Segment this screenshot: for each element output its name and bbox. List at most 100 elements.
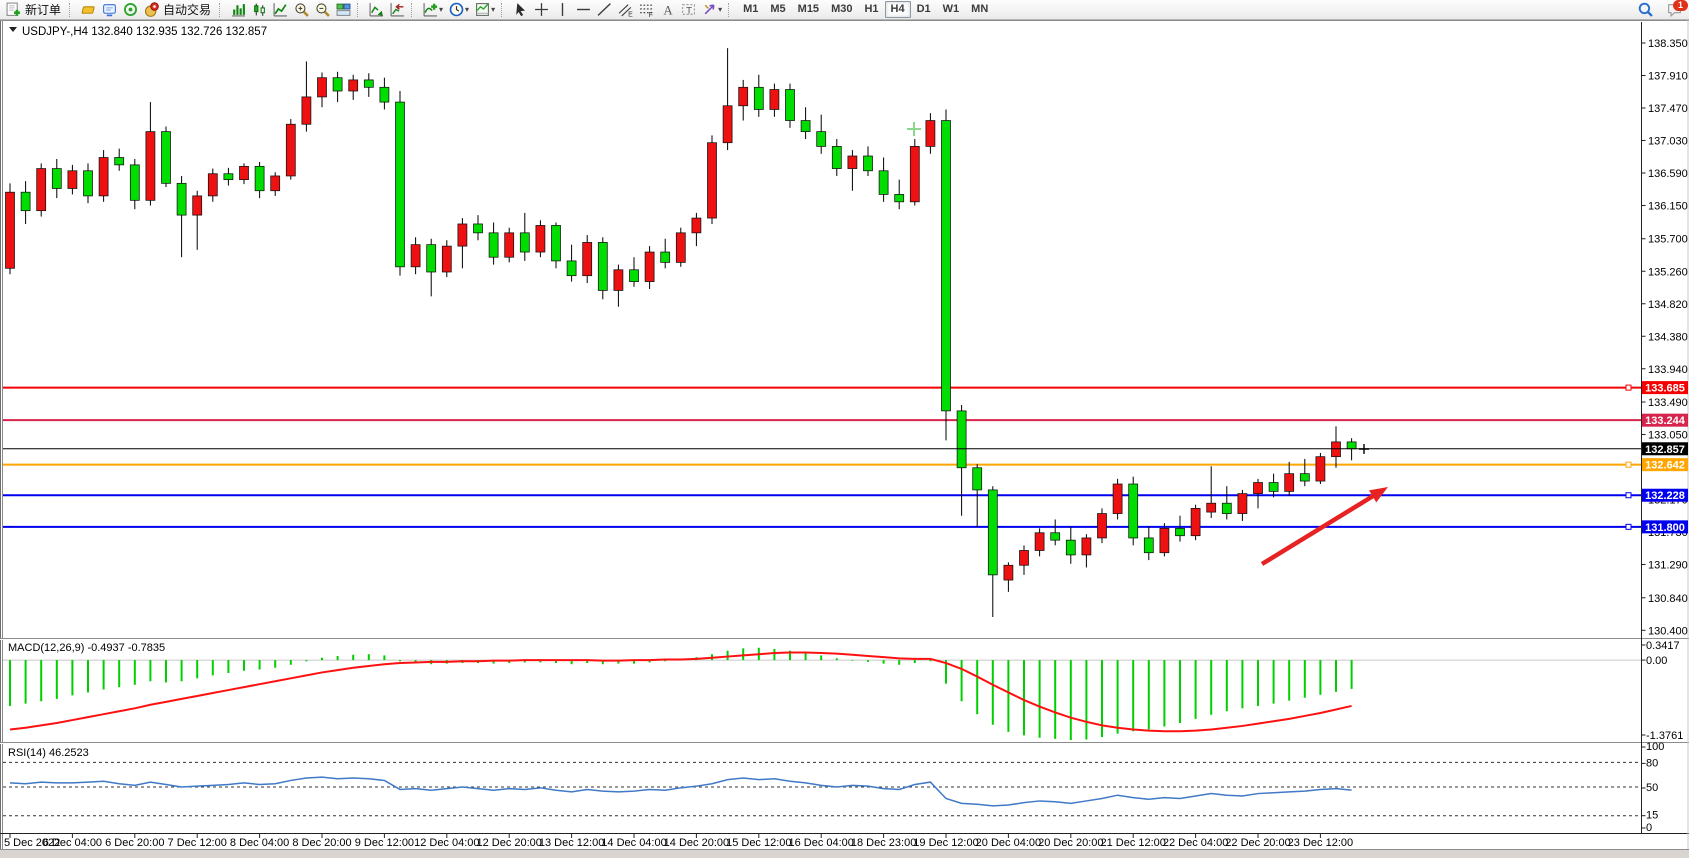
line-handle[interactable]	[1625, 461, 1632, 468]
time-tick-label: 12 Dec 20:00	[476, 837, 541, 849]
indicators-icon[interactable]	[420, 1, 441, 18]
candle	[1221, 486, 1232, 520]
candle	[441, 240, 452, 278]
new-order-label[interactable]: 新订单	[25, 3, 62, 17]
crosshair-icon[interactable]	[531, 1, 552, 18]
candle	[1237, 489, 1248, 521]
chevron-down-icon[interactable]: ▾	[718, 5, 723, 14]
candle	[192, 190, 203, 250]
candle-body	[863, 155, 873, 172]
price-tick-label: 134.820	[1648, 299, 1688, 311]
arrows-icon[interactable]	[699, 1, 720, 18]
candle	[161, 126, 171, 188]
price-line-132.228[interactable]	[3, 492, 1642, 499]
candle	[348, 74, 359, 100]
timeframe-button-m15[interactable]: M15	[797, 3, 820, 15]
green-cross-marker[interactable]	[907, 122, 921, 136]
timeframe-button-h4[interactable]: H4	[884, 1, 911, 18]
symbol-title[interactable]: USDJPY-,H4 132.840 132.935 132.726 132.8…	[9, 26, 267, 38]
search-icon[interactable]	[1635, 1, 1656, 18]
candle-body	[83, 170, 93, 197]
price-line-133.685[interactable]	[3, 384, 1642, 391]
line-chart-icon[interactable]	[270, 1, 291, 18]
toolbar-right-group: 1	[1635, 0, 1688, 19]
time-tick-label: 8 Dec 20:00	[292, 837, 351, 849]
candle	[473, 215, 483, 241]
tile-windows-icon[interactable]	[333, 1, 354, 18]
candle-body	[582, 242, 593, 277]
price-line-132.642[interactable]	[3, 461, 1642, 468]
candle	[488, 222, 499, 265]
text-label-icon[interactable]: T	[678, 1, 699, 18]
trendline-icon[interactable]	[594, 1, 615, 18]
chevron-down-icon[interactable]: ▾	[465, 5, 470, 14]
candle-body	[1206, 502, 1217, 513]
cursor-icon[interactable]	[510, 1, 531, 18]
rsi-line	[9, 776, 1352, 807]
vertical-line-icon[interactable]	[552, 1, 573, 18]
zoom-in-icon[interactable]	[291, 1, 312, 18]
timeframe-button-m30[interactable]: M30	[831, 3, 853, 15]
candle-body	[114, 157, 125, 166]
text-icon[interactable]: A	[657, 1, 678, 18]
candle-body	[176, 182, 187, 216]
line-handle[interactable]	[1625, 492, 1632, 499]
chart-area[interactable]: 138.350 137.910 137.470 137.030 136.590 136.1…	[0, 19, 1689, 858]
axis-price-label: 131.800	[1642, 520, 1688, 534]
line-handle[interactable]	[1625, 384, 1632, 391]
time-tick-label: 8 Dec 04:00	[230, 837, 289, 849]
macd-pane	[3, 647, 1642, 741]
channel-icon[interactable]: E	[615, 1, 636, 18]
new-order-icon[interactable]	[3, 1, 24, 18]
time-tick-label: 9 Dec 12:00	[355, 837, 414, 849]
price-tick-label: 136.590	[1648, 168, 1688, 180]
candle	[956, 404, 967, 516]
candle	[395, 90, 405, 276]
time-tick-label: 18 Dec 23:00	[851, 837, 916, 849]
candle-body	[1019, 550, 1029, 566]
zoom-out-icon[interactable]	[312, 1, 333, 18]
timeframe-button-w1[interactable]: W1	[942, 3, 960, 15]
fibonacci-icon[interactable]: F	[636, 1, 657, 18]
signals-icon[interactable]	[120, 1, 141, 18]
svg-text:132.857: 132.857	[1645, 444, 1685, 456]
chevron-down-icon[interactable]: ▾	[439, 5, 444, 14]
templates-icon[interactable]	[472, 1, 493, 18]
price-tick-label: 130.840	[1648, 593, 1688, 605]
bar-chart-icon[interactable]	[228, 1, 249, 18]
candle-body	[1003, 564, 1014, 581]
timeframe-button-m1[interactable]: M1	[743, 3, 759, 15]
autotrade-label[interactable]: 自动交易	[163, 3, 212, 17]
chevron-down-icon[interactable]: ▾	[491, 5, 496, 14]
candle	[270, 172, 281, 196]
candle-body	[457, 223, 468, 247]
candle	[566, 244, 577, 282]
horizontal-line-icon[interactable]	[573, 1, 594, 18]
notifications-button[interactable]: 1	[1664, 0, 1688, 18]
market-watch-icon[interactable]	[99, 1, 120, 18]
trend-arrow-annotation[interactable]	[1260, 487, 1388, 566]
candle-body	[753, 86, 764, 110]
axis-price-label: 132.642	[1642, 458, 1688, 472]
candle-body	[20, 191, 31, 212]
candle-body	[1050, 532, 1061, 541]
candle	[800, 107, 811, 140]
candlestick-chart-icon[interactable]	[249, 1, 270, 18]
charts-shelf-icon[interactable]	[78, 1, 99, 18]
price-tick-label: 138.350	[1648, 38, 1688, 50]
timeframe-button-d1[interactable]: D1	[916, 3, 931, 15]
candle-body	[441, 245, 452, 273]
autotrade-icon[interactable]	[141, 1, 162, 18]
line-handle[interactable]	[1625, 523, 1632, 530]
price-line-131.800[interactable]	[3, 523, 1642, 530]
timeframe-button-mn[interactable]: MN	[971, 3, 989, 15]
periods-icon[interactable]	[446, 1, 467, 18]
chart-shift-icon[interactable]	[387, 1, 408, 18]
timeframe-button-h1[interactable]: H1	[864, 3, 879, 15]
candle-body	[223, 173, 234, 181]
auto-scroll-icon[interactable]	[366, 1, 387, 18]
candle	[535, 220, 546, 258]
timeframe-button-m5[interactable]: M5	[770, 3, 786, 15]
price-tick-label: 133.050	[1648, 430, 1688, 442]
